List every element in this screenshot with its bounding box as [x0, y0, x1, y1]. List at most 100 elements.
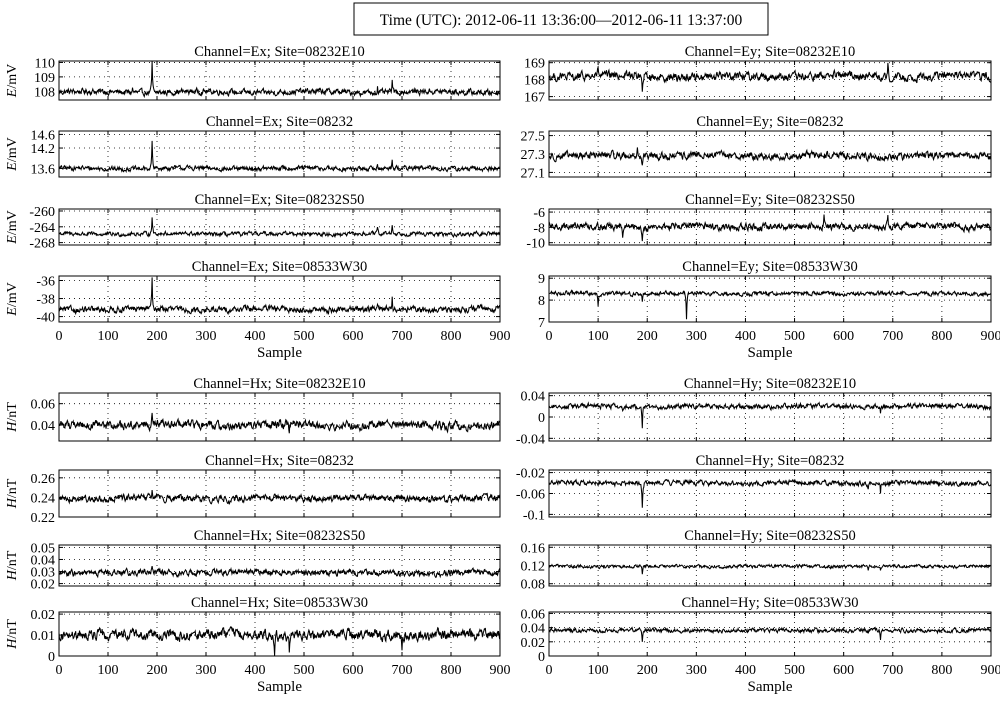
- y-tick-label: 0.04: [31, 553, 56, 568]
- x-tick-label: 700: [882, 329, 903, 344]
- y-axis-label-symbol: H: [5, 497, 20, 509]
- y-tick-label: 13.6: [31, 162, 56, 177]
- y-axis-label-unit: /mV: [5, 64, 20, 89]
- y-tick-label: -0.02: [516, 467, 545, 482]
- y-tick-label: 0.02: [31, 578, 56, 593]
- y-axis-label-symbol: E: [5, 307, 20, 317]
- panel-title: Channel=Ex; Site=08232E10: [194, 44, 365, 60]
- y-axis-label: H/nT: [5, 619, 20, 650]
- x-tick-label: 200: [637, 329, 658, 344]
- y-tick-label: 0.26: [31, 472, 56, 487]
- panel-title: Channel=Hy; Site=08232S50: [684, 528, 855, 544]
- x-tick-label: 0: [546, 329, 553, 344]
- y-axis-label-symbol: H: [5, 638, 20, 650]
- y-tick-label: 168: [524, 74, 545, 89]
- y-axis-label-symbol: H: [5, 569, 20, 581]
- panel-3: Channel=Ex; Site=08533W30 -40 -38 -36 0 100 20…: [5, 259, 511, 361]
- x-tick-label: 800: [931, 663, 952, 678]
- signal-line: [58, 489, 501, 505]
- y-tick-label: -36: [36, 275, 55, 290]
- figure-title-box: Time (UTC): 2012-06-11 13:36:00—2012-06-…: [353, 2, 769, 36]
- x-tick-label: 600: [343, 329, 364, 344]
- x-tick-label: 600: [833, 663, 854, 678]
- signal-line: [58, 217, 501, 239]
- panel-title: Channel=Hx; Site=08533W30: [191, 595, 368, 611]
- grid: [59, 612, 500, 656]
- y-axis-label-symbol: E: [5, 235, 20, 245]
- x-tick-label: 200: [637, 663, 658, 678]
- panel-title: Channel=Ex; Site=08232S50: [195, 192, 365, 208]
- panel-title: Channel=Ey; Site=08232S50: [685, 192, 855, 208]
- signal-line: [548, 214, 992, 242]
- y-tick-label: -8: [533, 221, 545, 236]
- y-axis-label-unit: /nT: [5, 619, 20, 639]
- x-tick-label: 200: [147, 329, 168, 344]
- panel-title: Channel=Hx; Site=08232: [205, 453, 354, 469]
- grid: [549, 612, 991, 656]
- x-tick-label: 700: [392, 663, 413, 678]
- y-tick-label: 8: [538, 294, 545, 309]
- y-tick-label: 27.3: [521, 148, 546, 163]
- panel-11: Channel=Hx; Site=08533W30 0 0.01 0.02 0 100 20…: [5, 595, 511, 695]
- y-tick-label: 0.04: [31, 419, 56, 434]
- y-axis-label-symbol: E: [5, 88, 20, 98]
- y-tick-label: -260: [29, 205, 55, 220]
- x-tick-label: 500: [294, 329, 315, 344]
- x-tick-label: 600: [343, 663, 364, 678]
- panel-8: Channel=Hx; Site=08232E10 0.04 0.06 H/nT: [5, 376, 501, 442]
- y-axis-label: H/nT: [5, 550, 20, 581]
- y-tick-label: 0.04: [521, 390, 546, 405]
- x-tick-label: 100: [588, 329, 609, 344]
- y-tick-label: -40: [36, 311, 55, 326]
- grid: [549, 131, 991, 177]
- panel-title: Channel=Ey; Site=08232: [696, 114, 843, 130]
- panel-title: Channel=Hy; Site=08232E10: [684, 376, 856, 392]
- signal-line: [548, 62, 992, 92]
- signal-line: [548, 563, 992, 575]
- x-tick-label: 800: [931, 329, 952, 344]
- y-axis-label: E/mV: [5, 64, 20, 98]
- y-axis-label: H/nT: [5, 478, 20, 509]
- x-tick-label: 300: [686, 663, 707, 678]
- x-tick-label: 500: [294, 663, 315, 678]
- x-tick-label: 200: [147, 663, 168, 678]
- x-axis-label: Sample: [748, 345, 793, 361]
- y-tick-label: 0.04: [521, 622, 546, 637]
- signal-line: [548, 478, 992, 508]
- signal-line: [548, 626, 992, 642]
- y-tick-label: -6: [533, 206, 545, 221]
- grid: [549, 276, 991, 322]
- y-tick-label: -268: [29, 237, 55, 252]
- signal-line: [58, 277, 501, 316]
- plot-frame: [58, 60, 501, 101]
- y-tick-label: 27.1: [521, 166, 546, 181]
- y-tick-label: 0.03: [31, 566, 56, 581]
- x-tick-label: 900: [490, 663, 511, 678]
- y-tick-label: 0.05: [31, 541, 56, 556]
- plot-frame: [58, 469, 501, 518]
- x-tick-label: 400: [735, 663, 756, 678]
- x-tick-label: 400: [245, 329, 266, 344]
- y-axis-label-unit: /mV: [5, 137, 20, 162]
- y-tick-label: -38: [36, 293, 55, 308]
- y-tick-label: 0.01: [31, 629, 56, 644]
- signal-line: [548, 289, 992, 320]
- y-axis-label-unit: /mV: [5, 210, 20, 235]
- plot-frame: [58, 130, 501, 178]
- y-tick-label: 14.2: [31, 142, 56, 157]
- plot-frame: [58, 544, 501, 587]
- x-tick-label: 300: [686, 329, 707, 344]
- panel-title: Channel=Ex; Site=08533W30: [192, 259, 367, 275]
- y-tick-label: 0: [48, 650, 55, 665]
- panel-1: Channel=Ex; Site=08232 13.6 14.214.6 E/mV: [5, 114, 501, 178]
- y-axis-label-symbol: E: [5, 162, 20, 172]
- signal-line: [58, 412, 501, 434]
- y-tick-label: -0.1: [523, 508, 545, 523]
- y-tick-label: 109: [34, 71, 55, 86]
- signal-line: [58, 626, 501, 656]
- y-axis-label: E/mV: [5, 210, 20, 244]
- y-axis-label: H/nT: [5, 402, 20, 433]
- panel-title: Channel=Hy; Site=08232: [696, 453, 845, 469]
